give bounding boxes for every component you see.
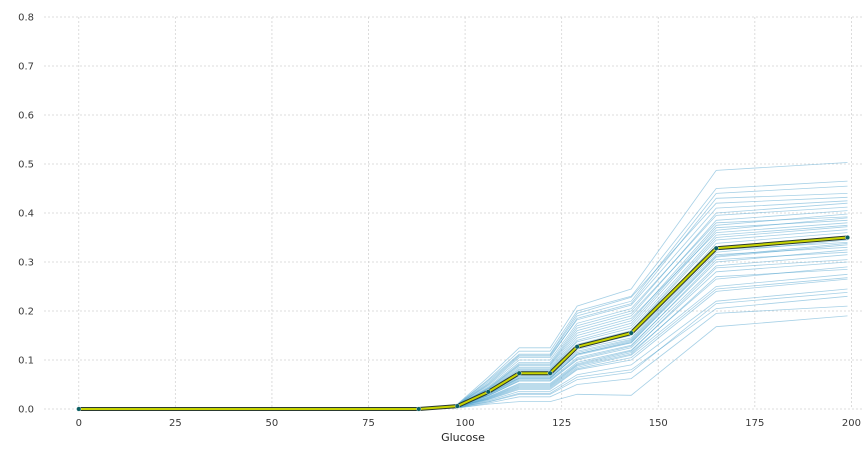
y-tick-label: 0.6 (18, 111, 34, 122)
average-point (454, 403, 460, 409)
individual-line (78, 237, 848, 410)
individual-line (78, 315, 848, 410)
individual-line (78, 162, 848, 410)
x-tick-label: 100 (456, 418, 475, 429)
average-point (628, 330, 634, 336)
individual-line (78, 261, 848, 410)
average-point (485, 389, 491, 395)
individual-line (78, 266, 848, 410)
individual-line (78, 206, 848, 410)
x-tick-label: 125 (552, 418, 571, 429)
individual-line (78, 213, 848, 410)
individual-line (78, 224, 848, 410)
individual-line (78, 295, 848, 410)
y-tick-label: 0.0 (18, 405, 34, 416)
average-point (845, 234, 851, 240)
x-tick-label: 25 (169, 418, 182, 429)
individual-line (78, 278, 848, 410)
individual-line (78, 193, 848, 410)
average-point (713, 245, 719, 251)
average-line (78, 236, 848, 410)
individual-line (78, 200, 848, 410)
x-tick-label: 150 (649, 418, 668, 429)
x-tick-label: 0 (76, 418, 82, 429)
average-point (416, 406, 422, 412)
individual-line (78, 246, 848, 410)
individual-line (78, 305, 848, 410)
x-tick-label: 75 (362, 418, 375, 429)
individual-line (78, 180, 848, 410)
individual-lines-layer (78, 162, 848, 410)
individual-line (78, 210, 848, 410)
y-tick-label: 0.7 (18, 62, 34, 73)
individual-line (78, 259, 848, 410)
y-tick-label: 0.4 (18, 209, 34, 220)
average-line-layer (76, 234, 851, 412)
average-point (76, 406, 82, 412)
average-point (516, 370, 522, 376)
x-tick-label: 200 (842, 418, 861, 429)
individual-line (78, 277, 848, 410)
y-tick-label: 0.8 (18, 13, 34, 24)
average-point (547, 370, 553, 376)
individual-line (78, 243, 848, 410)
average-line-outline (78, 235, 848, 411)
x-tick-label: 50 (266, 418, 279, 429)
individual-line (78, 292, 848, 410)
individual-line (78, 239, 848, 410)
individual-line (78, 229, 848, 410)
average-point (574, 344, 580, 350)
x-axis-label: Glucose (441, 431, 485, 444)
individual-line (78, 269, 848, 410)
y-tick-label: 0.5 (18, 160, 34, 171)
grid-layer (44, 16, 863, 410)
y-tick-label: 0.2 (18, 307, 34, 318)
y-tick-label: 0.3 (18, 258, 34, 269)
tick-labels-layer: 0.0 0.1 0.2 0.3 0.4 0.5 0.6 0.7 0.8 0 25 50 75 100 125… (18, 13, 861, 430)
x-tick-label: 175 (745, 418, 764, 429)
individual-line (78, 249, 848, 410)
y-tick-label: 0.1 (18, 356, 34, 367)
individual-line (78, 273, 848, 410)
individual-line (78, 185, 848, 410)
individual-line (78, 244, 848, 410)
